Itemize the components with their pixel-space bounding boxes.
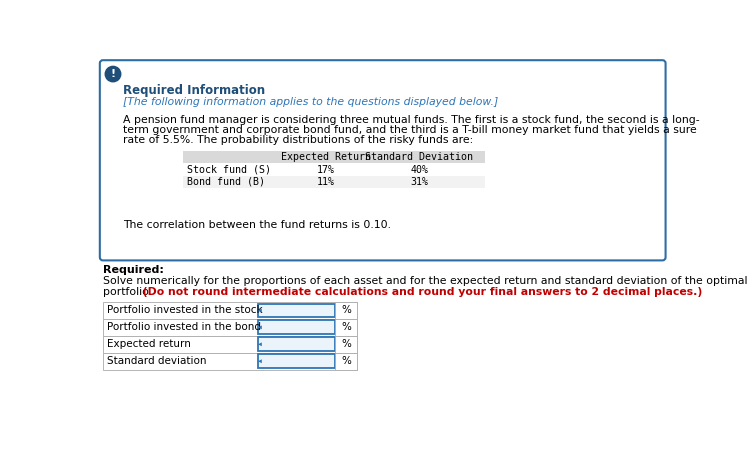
- Text: Standard deviation: Standard deviation: [107, 356, 206, 366]
- Text: %: %: [342, 322, 351, 332]
- Text: 40%: 40%: [410, 165, 428, 175]
- Text: Portfolio invested in the bond: Portfolio invested in the bond: [107, 322, 261, 332]
- Text: The correlation between the fund returns is 0.10.: The correlation between the fund returns…: [123, 220, 391, 230]
- Bar: [336, 336, 357, 353]
- Polygon shape: [258, 308, 262, 312]
- Bar: [258, 304, 336, 317]
- Text: %: %: [342, 339, 351, 349]
- Bar: [103, 353, 357, 370]
- Text: 11%: 11%: [317, 177, 335, 187]
- Bar: [258, 320, 336, 334]
- Text: 17%: 17%: [317, 165, 335, 175]
- Text: Stock fund (S): Stock fund (S): [187, 165, 270, 175]
- Bar: [258, 354, 336, 368]
- Text: !: !: [110, 69, 115, 79]
- Text: Bond fund (B): Bond fund (B): [187, 177, 264, 187]
- Polygon shape: [258, 326, 262, 329]
- Bar: [103, 336, 357, 353]
- Text: Standard Deviation: Standard Deviation: [365, 152, 473, 162]
- Text: Expected Return: Expected Return: [281, 152, 371, 162]
- Bar: [336, 353, 357, 370]
- Text: %: %: [342, 306, 351, 316]
- Text: %: %: [342, 356, 351, 366]
- Bar: [183, 163, 485, 176]
- Text: Required:: Required:: [103, 265, 164, 275]
- Polygon shape: [258, 359, 262, 363]
- Text: A pension fund manager is considering three mutual funds. The first is a stock f: A pension fund manager is considering th…: [123, 115, 700, 125]
- Bar: [183, 151, 485, 163]
- Text: Portfolio invested in the stock: Portfolio invested in the stock: [107, 306, 262, 316]
- Polygon shape: [258, 342, 262, 346]
- Bar: [336, 302, 357, 319]
- Bar: [258, 337, 336, 351]
- Text: Required Information: Required Information: [123, 84, 265, 97]
- Bar: [183, 151, 485, 188]
- Text: term government and corporate bond fund, and the third is a T-bill money market : term government and corporate bond fund,…: [123, 125, 697, 135]
- Bar: [336, 319, 357, 336]
- Text: Expected return: Expected return: [107, 339, 191, 349]
- Bar: [103, 302, 357, 319]
- Text: Solve numerically for the proportions of each asset and for the expected return : Solve numerically for the proportions of…: [103, 276, 749, 286]
- Text: (Do not round intermediate calculations and round your final answers to 2 decima: (Do not round intermediate calculations …: [139, 287, 703, 297]
- Bar: [103, 319, 357, 336]
- Circle shape: [106, 66, 121, 82]
- Text: portfolio.: portfolio.: [103, 287, 152, 297]
- Text: 31%: 31%: [410, 177, 428, 187]
- Text: [The following information applies to the questions displayed below.]: [The following information applies to th…: [123, 97, 498, 107]
- Text: rate of 5.5%. The probability distributions of the risky funds are:: rate of 5.5%. The probability distributi…: [123, 135, 473, 145]
- Bar: [183, 176, 485, 188]
- FancyBboxPatch shape: [100, 60, 666, 260]
